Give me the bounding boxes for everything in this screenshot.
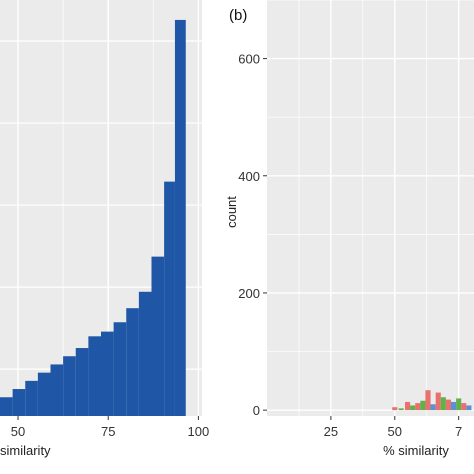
panel-b-bar (392, 407, 398, 411)
panel-b-bar (420, 400, 426, 411)
panel-a-bar (151, 256, 165, 416)
panel-b: (b) 0 200 400 600 25 50 7 count % similarity (224, 0, 474, 458)
panel-a-bar (37, 372, 51, 416)
panel-a-x-tick-label: 100 (188, 424, 210, 439)
panel-b-bar (466, 405, 472, 411)
panel-a-bar (174, 19, 186, 416)
panel-a-bar (88, 336, 101, 416)
panel-b-bar (445, 399, 451, 411)
panel-a-bar (75, 348, 89, 416)
panel-b-y-tick-label: 600 (238, 52, 260, 67)
panel-a-x-tick-label: 50 (11, 424, 25, 439)
panel-a-bar (50, 364, 64, 416)
panel-b-y-ticks: 0 200 400 600 (238, 52, 267, 418)
panel-a-bars (0, 19, 186, 416)
panel-a-bar (126, 308, 139, 416)
panel-b-bar (410, 405, 416, 411)
panel-a-bar (63, 356, 76, 416)
panel-a-bar (12, 389, 26, 416)
panel-b-background (267, 0, 474, 416)
panel-b-y-tick-label: 0 (253, 403, 260, 418)
panel-b-bar (461, 403, 467, 411)
panel-a: 50 75 100 similarity (0, 0, 209, 458)
panel-b-bar (415, 403, 421, 411)
panel-a-bar (138, 291, 152, 416)
panel-b-bars (392, 390, 472, 411)
panel-b-bar (451, 401, 457, 411)
panel-b-x-tick-label: 7 (455, 424, 462, 439)
panel-b-bar (430, 404, 436, 411)
panel-b-bar (435, 392, 441, 411)
panel-a-bar (101, 331, 114, 416)
panel-b-label: (b) (229, 7, 247, 24)
panel-b-y-tick-label: 200 (238, 286, 260, 301)
panel-b-grid (267, 0, 474, 416)
panel-a-bar (0, 397, 13, 416)
panel-a-x-label: similarity (0, 443, 51, 458)
panel-b-y-label: count (224, 196, 239, 228)
panel-b-bar (425, 390, 431, 411)
panel-b-bar (440, 397, 446, 411)
panel-b-x-ticks: 25 50 7 (324, 416, 462, 439)
panel-b-x-tick-label: 25 (324, 424, 338, 439)
panel-a-bar (25, 380, 38, 416)
panel-b-y-tick-label: 400 (238, 169, 260, 184)
panel-b-bar (398, 408, 404, 411)
panel-b-bar (405, 401, 411, 411)
panel-b-bar (456, 398, 462, 411)
panel-b-x-label: % similarity (383, 443, 449, 458)
panel-a-bar (164, 181, 175, 416)
panel-a-bar (113, 322, 127, 416)
panel-a-x-tick-label: 75 (101, 424, 115, 439)
panel-b-x-tick-label: 50 (388, 424, 402, 439)
panel-a-x-ticks: 50 75 100 (11, 416, 209, 439)
